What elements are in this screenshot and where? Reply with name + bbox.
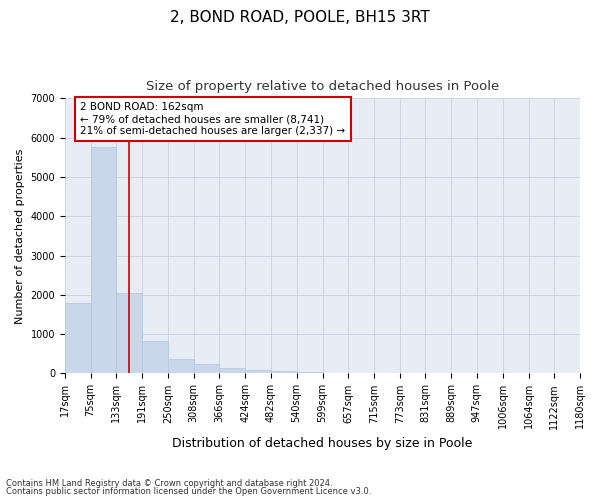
- Bar: [323, 373, 349, 374]
- Text: 2, BOND ROAD, POOLE, BH15 3RT: 2, BOND ROAD, POOLE, BH15 3RT: [170, 10, 430, 25]
- Bar: [65, 304, 91, 374]
- Bar: [271, 372, 296, 374]
- Bar: [142, 341, 168, 374]
- Bar: [116, 293, 142, 374]
- Bar: [168, 360, 194, 374]
- Bar: [91, 148, 116, 374]
- Text: Contains HM Land Registry data © Crown copyright and database right 2024.: Contains HM Land Registry data © Crown c…: [6, 478, 332, 488]
- Bar: [296, 372, 323, 374]
- Bar: [245, 370, 271, 374]
- Bar: [194, 364, 220, 374]
- X-axis label: Distribution of detached houses by size in Poole: Distribution of detached houses by size …: [172, 437, 473, 450]
- Text: Contains public sector information licensed under the Open Government Licence v3: Contains public sector information licen…: [6, 487, 371, 496]
- Y-axis label: Number of detached properties: Number of detached properties: [15, 148, 25, 324]
- Bar: [220, 368, 245, 374]
- Text: 2 BOND ROAD: 162sqm
← 79% of detached houses are smaller (8,741)
21% of semi-det: 2 BOND ROAD: 162sqm ← 79% of detached ho…: [80, 102, 346, 136]
- Title: Size of property relative to detached houses in Poole: Size of property relative to detached ho…: [146, 80, 499, 93]
